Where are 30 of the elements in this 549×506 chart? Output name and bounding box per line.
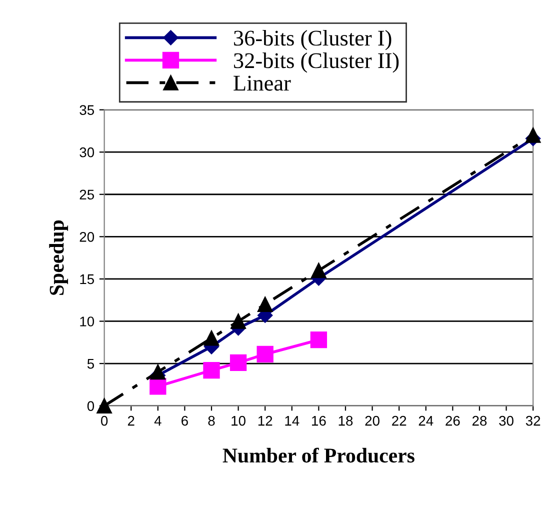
y-axis-title: Speedup — [49, 220, 68, 295]
x-tick-label: 4 — [154, 416, 162, 426]
y-tick-label: 5 — [87, 359, 94, 369]
x-tick-label: 22 — [392, 416, 406, 426]
y-tick-label: 20 — [80, 232, 94, 242]
x-tick-label: 0 — [100, 416, 108, 426]
x-tick-label: 20 — [365, 416, 380, 426]
y-tick-label: 25 — [80, 190, 94, 200]
y-tick-label: 10 — [80, 316, 94, 326]
x-tick-label: 2 — [128, 416, 134, 426]
legend-label: 36-bits (Cluster I) — [234, 30, 392, 50]
x-tick-label: 18 — [338, 416, 353, 426]
legend-label: 32-bits (Cluster II) — [234, 52, 399, 73]
x-tick-label: 26 — [446, 416, 460, 426]
x-tick-label: 8 — [208, 416, 215, 426]
x-tick-label: 30 — [499, 416, 514, 426]
x-tick-label: 32 — [526, 416, 540, 426]
x-tick-label: 12 — [258, 416, 272, 426]
y-tick-label: 30 — [80, 147, 94, 158]
x-tick-label: 6 — [182, 416, 188, 426]
y-tick-label: 15 — [80, 274, 94, 284]
y-tick-label: 35 — [80, 105, 94, 115]
x-tick-label: 10 — [232, 416, 246, 426]
x-tick-label: 16 — [312, 416, 326, 426]
legend-label: Linear — [234, 76, 291, 91]
x-tick-label: 14 — [285, 416, 300, 426]
x-tick-label: 24 — [418, 416, 434, 426]
y-tick-label: 0 — [87, 401, 94, 411]
x-tick-label: 28 — [472, 416, 487, 426]
x-axis-title: Number of Producers — [222, 448, 414, 463]
